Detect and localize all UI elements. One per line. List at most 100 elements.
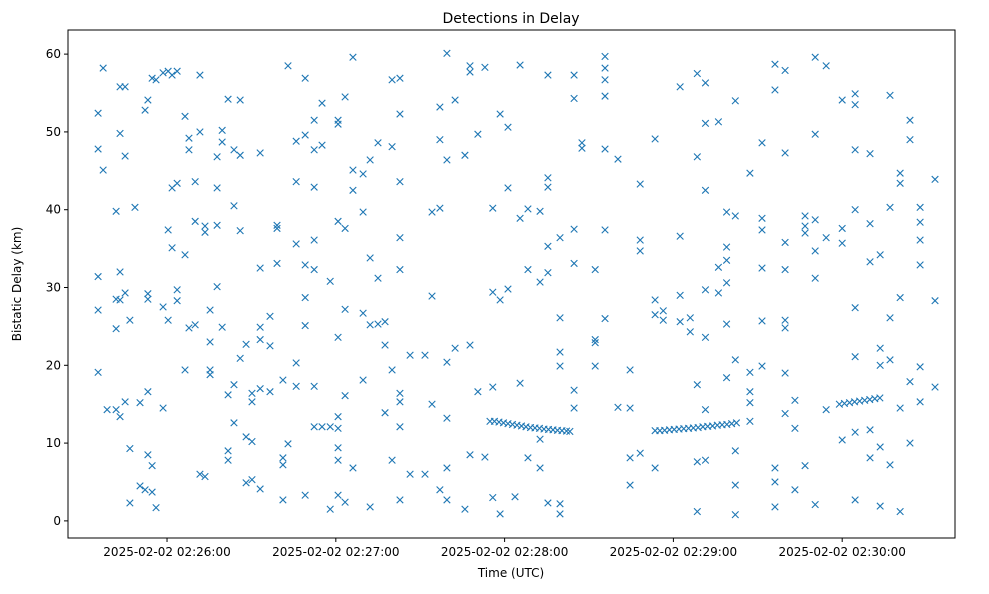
data-point-marker [443,464,451,472]
data-point-marker [556,314,564,322]
data-point-marker [758,264,766,272]
data-point-marker [388,366,396,374]
data-point-marker [396,423,404,431]
data-point-marker [876,344,884,352]
data-point-marker [206,338,214,346]
data-point-marker [103,405,111,414]
data-point-marker [236,354,244,362]
data-point-marker [279,496,287,504]
data-point-marker [916,363,924,371]
data-point-marker [851,90,859,98]
data-point-marker [781,66,789,75]
data-point-marker [781,324,789,332]
data-point-marker [886,461,894,469]
data-point-marker [496,510,504,518]
y-tick-label: 40 [46,203,61,217]
data-point-marker [196,470,204,478]
data-point-marker [676,318,684,326]
data-point-marker [436,486,444,494]
data-point-marker [496,110,504,118]
data-point-marker [341,391,349,400]
data-point-marker [341,498,349,506]
data-point-marker [94,368,102,376]
data-point-marker [838,224,846,233]
data-point-marker [931,383,939,391]
data-point-marker [388,456,396,464]
data-point-marker [310,116,318,124]
data-point-marker [116,296,124,304]
data-point-marker [428,400,436,408]
data-point-marker [236,151,244,159]
data-point-marker [326,423,334,431]
data-point-marker [406,351,414,359]
data-point-marker [236,96,244,104]
data-point-marker [489,493,497,502]
data-point-marker [591,265,599,274]
data-point-marker [746,417,754,425]
data-point-marker [466,62,474,70]
data-point-marker [791,396,799,404]
data-point-marker [701,79,710,87]
data-point-marker [428,292,436,300]
data-point-marker [651,464,659,472]
data-point-marker [185,324,193,332]
data-point-marker [421,470,429,478]
data-point-marker [116,268,124,276]
data-point-marker [701,405,710,414]
data-point-marker [906,439,914,447]
data-point-marker [359,170,367,178]
data-point-marker [136,398,144,407]
data-point-marker [164,316,172,324]
data-point-marker [876,443,884,451]
data-point-marker [886,356,894,364]
data-point-marker [570,71,578,79]
data-point-marker [181,112,189,121]
data-point-marker [131,203,139,212]
data-point-marker [578,144,586,152]
data-point-marker [626,404,634,412]
data-point-marker [866,454,874,462]
data-point-marker [334,444,342,452]
data-point-marker [218,138,226,146]
data-point-marker [236,227,244,235]
data-point-marker [516,214,524,222]
data-point-marker [722,279,731,287]
data-point-marker [811,274,819,282]
data-point-marker [601,314,609,323]
data-point-marker [601,145,609,153]
data-point-marker [159,69,167,77]
data-point-marker [248,389,256,397]
y-axis: 0 10 20 30 40 50 60 [46,47,68,528]
data-point-marker [148,461,156,470]
data-point-marker [381,341,389,349]
data-point-marker [626,366,634,374]
data-point-marker [99,166,107,174]
data-point-marker [224,391,232,399]
data-point-marker [318,141,326,149]
data-point-marker [116,412,124,421]
y-tick-label: 50 [46,125,61,139]
data-point-marker [781,265,789,274]
data-point-marker [436,103,444,111]
data-point-marker [451,344,459,352]
data-point-marker [326,277,334,285]
data-point-marker [693,153,701,161]
x-axis-label: Time (UTC) [477,566,544,580]
data-point-marker [301,261,309,269]
data-point-marker [191,321,199,329]
data-point-marker [121,83,129,91]
data-point-marker [731,212,739,220]
data-point-marker [256,149,264,157]
data-point-marker [722,374,731,382]
data-point-marker [701,333,710,341]
data-point-marker [326,505,334,513]
data-point-marker [173,179,181,187]
data-point-marker [636,236,644,244]
data-point-marker [838,239,846,247]
data-point-marker [714,118,723,126]
data-point-marker [876,502,884,510]
data-point-marker [191,217,199,226]
x-tick-label: 2025-02-02 02:26:00 [103,545,230,559]
data-point-marker [731,356,739,364]
data-point-marker [318,423,326,431]
